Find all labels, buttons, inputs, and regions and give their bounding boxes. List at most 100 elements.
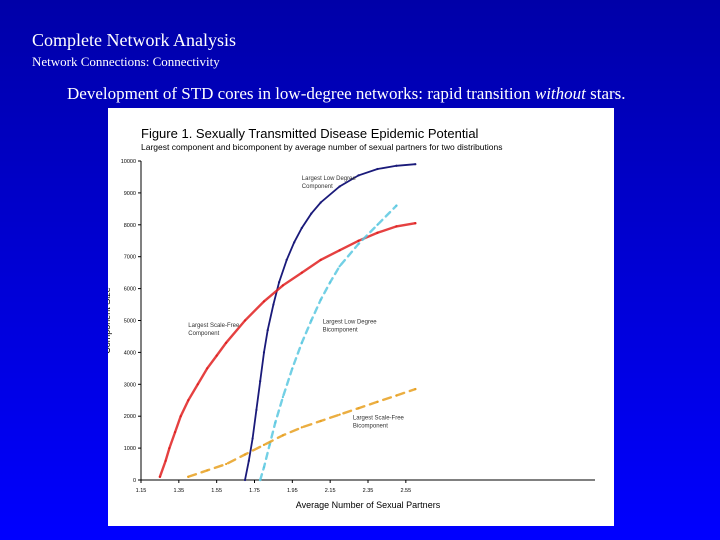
heading-emphasis: without (534, 84, 586, 103)
data-point-low-degree-component (300, 226, 303, 230)
data-point-scale-free-component (164, 459, 167, 462)
x-tick-label: 1.75 (249, 488, 260, 494)
data-point-scale-free-component (300, 271, 303, 274)
slide-heading: Development of STD cores in low-degree n… (67, 84, 626, 104)
data-point-low-degree-bicomponent (262, 466, 266, 469)
annotation-label: Component (302, 184, 333, 190)
y-tick-label: 6000 (124, 287, 136, 293)
data-point-low-degree-bicomponent (281, 395, 284, 399)
data-point-scale-free-bicomponent (206, 469, 209, 472)
heading-text: Development of STD cores in low-degree n… (67, 84, 535, 103)
series-line-scale-free-component (158, 221, 417, 478)
figure-panel: Figure 1. Sexually Transmitted Disease E… (108, 108, 614, 526)
data-point-scale-free-component (357, 239, 360, 242)
data-point-scale-free-component (376, 231, 379, 234)
chart-subtitle: Largest component and bicomponent by ave… (141, 142, 502, 152)
y-tick-label: 0 (133, 478, 136, 484)
x-tick-label: 2.35 (363, 488, 374, 494)
annotation-label: Largest Scale-Free (188, 323, 240, 329)
y-tick-label: 10000 (121, 159, 136, 165)
y-tick-label: 3000 (124, 382, 136, 388)
data-point-scale-free-component (196, 383, 199, 386)
slide-title: Complete Network Analysis (32, 30, 236, 50)
slide-subtitle: Network Connections: Connectivity (32, 54, 220, 69)
data-point-scale-free-bicomponent (262, 443, 266, 447)
data-point-low-degree-component (357, 174, 360, 177)
data-point-low-degree-component (272, 303, 275, 306)
data-point-low-degree-component (338, 185, 341, 188)
data-point-scale-free-component (206, 367, 209, 370)
data-point-scale-free-component (158, 475, 162, 478)
data-point-scale-free-bicomponent (395, 394, 398, 397)
data-point-scale-free-bicomponent (357, 407, 360, 410)
x-tick-label: 2.55 (400, 488, 411, 494)
data-point-low-degree-component (259, 380, 262, 383)
x-axis-label: Average Number of Sexual Partners (296, 500, 441, 510)
annotation-label: Bicomponent (353, 423, 388, 429)
data-point-scale-free-component (225, 341, 228, 344)
data-point-scale-free-bicomponent (376, 400, 379, 403)
data-point-scale-free-bicomponent (300, 426, 303, 429)
annotation-label: Component (188, 331, 219, 337)
annotation-label: Largest Low Degree (302, 176, 357, 182)
data-point-scale-free-component (187, 399, 190, 402)
annotation-label: Largest Scale-Free (353, 415, 405, 421)
data-point-scale-free-bicomponent (319, 419, 322, 423)
data-point-low-degree-component (376, 167, 379, 171)
y-tick-label: 4000 (124, 350, 136, 356)
series-line-low-degree-bicomponent (258, 204, 398, 482)
data-point-scale-free-component (168, 447, 171, 450)
y-tick-label: 7000 (124, 255, 136, 261)
data-point-scale-free-bicomponent (187, 475, 190, 478)
data-point-scale-free-bicomponent (338, 413, 341, 416)
data-point-low-degree-bicomponent (259, 478, 262, 482)
data-point-low-degree-component (266, 328, 269, 332)
data-point-scale-free-bicomponent (243, 453, 247, 456)
series-line-scale-free-bicomponent (187, 387, 417, 478)
y-tick-label: 5000 (124, 319, 136, 325)
data-point-low-degree-component (251, 437, 254, 440)
data-point-low-degree-bicomponent (329, 281, 332, 284)
data-point-low-degree-component (310, 212, 313, 215)
x-tick-label: 1.95 (287, 488, 298, 494)
data-point-low-degree-bicomponent (300, 341, 303, 344)
x-tick-label: 2.15 (325, 488, 336, 494)
data-point-low-degree-component (285, 258, 288, 261)
data-point-low-degree-bicomponent (274, 421, 277, 424)
data-point-scale-free-component (338, 249, 341, 252)
data-point-low-degree-bicomponent (310, 319, 313, 322)
data-point-scale-free-component (319, 258, 322, 261)
x-tick-label: 1.35 (173, 488, 184, 494)
data-point-scale-free-bicomponent (414, 387, 417, 391)
y-tick-label: 1000 (124, 446, 136, 452)
data-point-low-degree-bicomponent (338, 265, 341, 268)
data-point-low-degree-component (262, 351, 266, 354)
data-point-low-degree-bicomponent (376, 223, 379, 226)
data-point-scale-free-bicomponent (281, 434, 284, 437)
data-point-low-degree-bicomponent (357, 242, 360, 246)
data-point-low-degree-component (247, 459, 250, 462)
data-point-scale-free-component (281, 284, 284, 287)
data-point-low-degree-component (255, 408, 258, 411)
annotation-label: Bicomponent (323, 328, 358, 334)
data-point-scale-free-component (179, 415, 182, 418)
data-point-scale-free-component (414, 222, 417, 225)
annotation-label: Largest Low Degree (323, 320, 378, 326)
y-tick-label: 2000 (124, 414, 136, 420)
chart-title: Figure 1. Sexually Transmitted Disease E… (141, 126, 479, 141)
data-point-scale-free-component (215, 354, 218, 357)
data-point-low-degree-component (293, 241, 296, 244)
data-point-low-degree-component (243, 478, 247, 482)
data-point-low-degree-component (414, 163, 417, 166)
data-point-low-degree-component (277, 281, 281, 284)
x-tick-label: 1.15 (136, 488, 147, 494)
data-point-scale-free-component (262, 300, 266, 303)
data-point-scale-free-component (395, 225, 398, 228)
data-point-low-degree-bicomponent (291, 367, 294, 370)
x-tick-label: 1.55 (211, 488, 222, 494)
data-point-low-degree-bicomponent (319, 298, 322, 301)
data-point-scale-free-bicomponent (225, 462, 228, 466)
data-point-low-degree-component (395, 164, 398, 167)
data-point-scale-free-component (243, 319, 247, 322)
data-point-low-degree-component (319, 201, 322, 204)
